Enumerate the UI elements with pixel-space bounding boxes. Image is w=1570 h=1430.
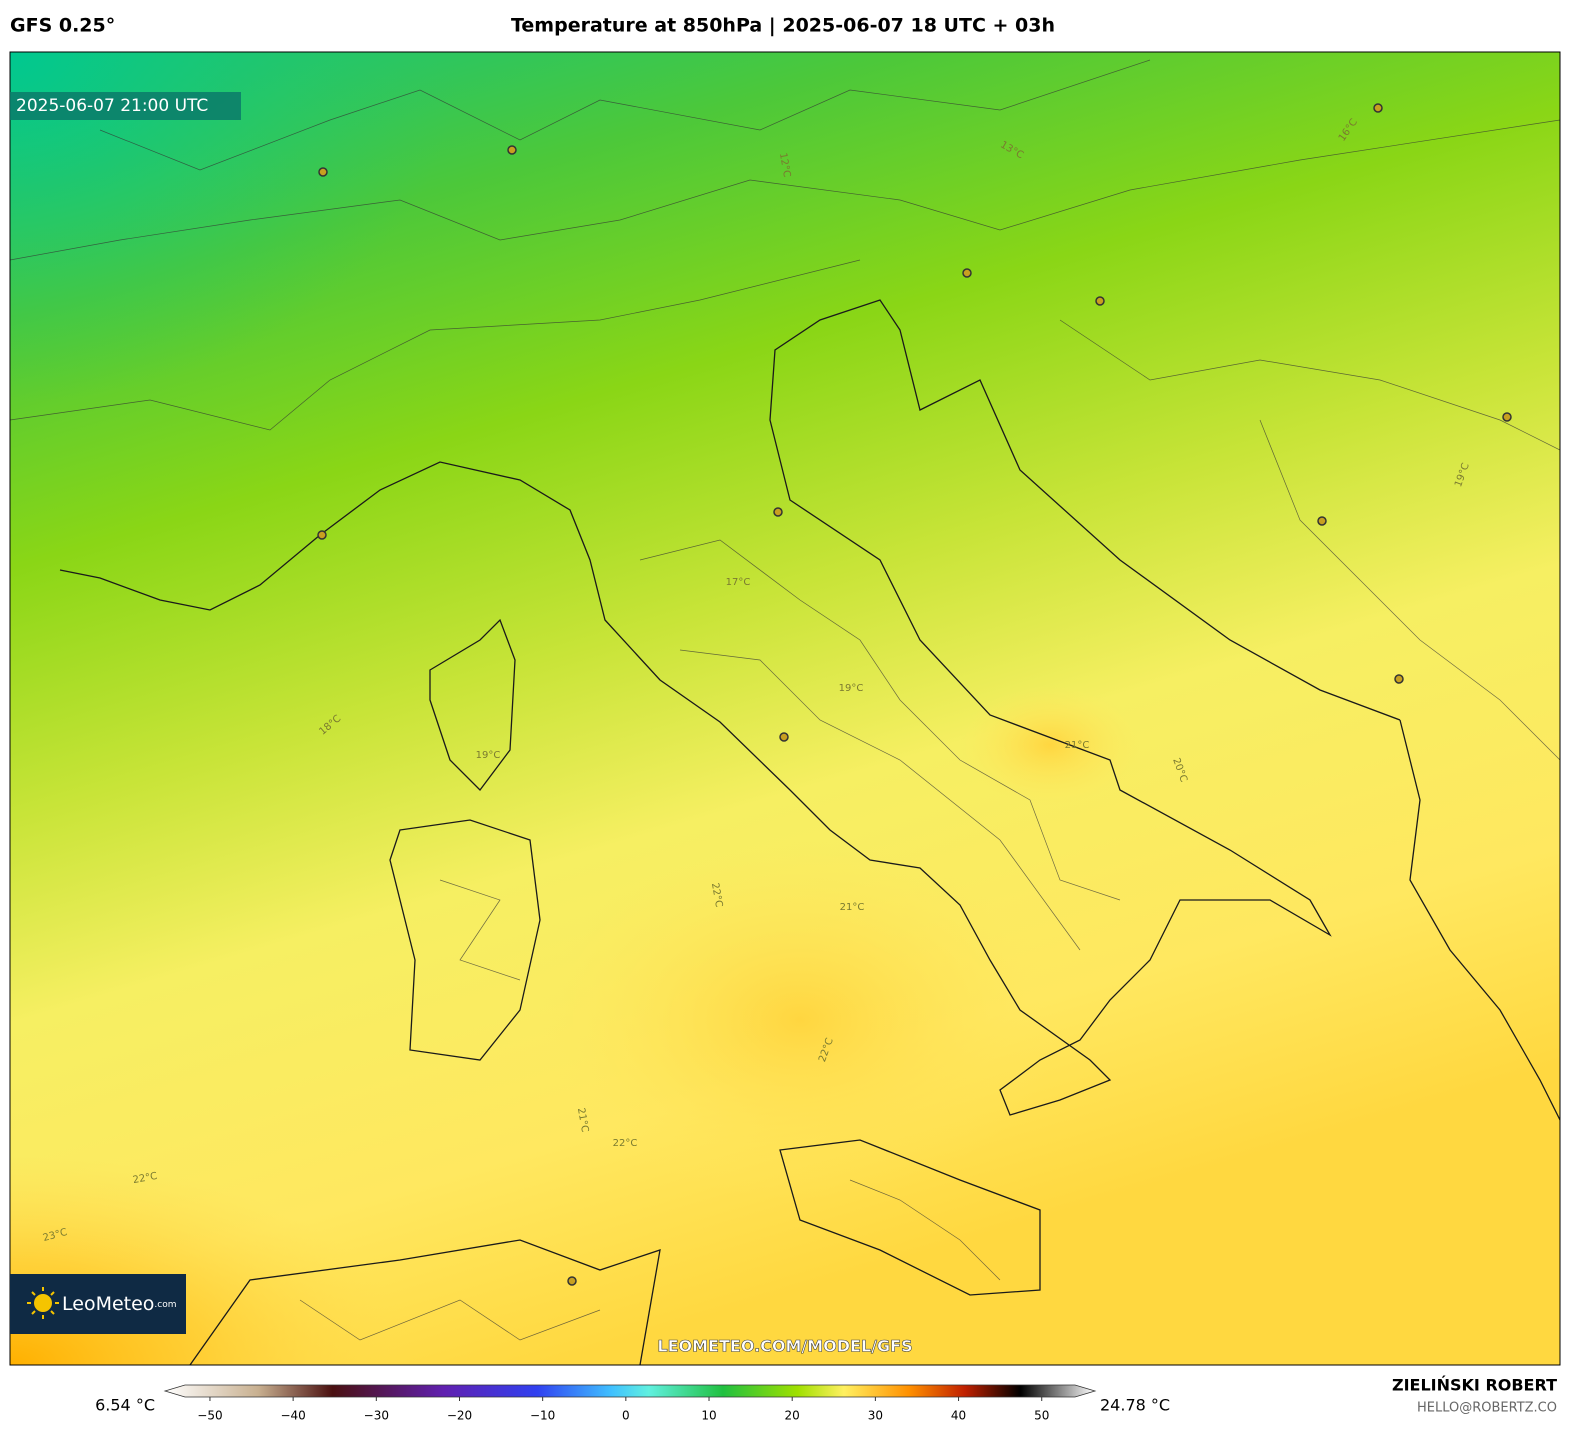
map-title: Temperature at 850hPa | 2025-06-07 18 UT… (511, 15, 1055, 37)
logo-text: LeoMeteo.com (62, 1293, 177, 1315)
colorbar-tick-label: −20 (447, 1409, 472, 1423)
colorbar-tick-label: −30 (364, 1409, 389, 1423)
colorbar-tick-label: 30 (868, 1409, 883, 1423)
logo-sun (27, 1287, 59, 1319)
contour-label: 21°C (575, 1107, 590, 1133)
warm-area (540, 840, 1060, 1200)
colorbar-tick-label: −40 (280, 1409, 305, 1423)
contour-label: 12°C (777, 152, 792, 178)
colorbar-tick-label: 10 (701, 1409, 716, 1423)
contour-label: 22°C (613, 1138, 638, 1149)
colorbar-tick-label: −10 (530, 1409, 555, 1423)
timestamp: 2025-06-07 21:00 UTC (16, 96, 208, 116)
colorbar-ticks: −50 −40 −30 −20 −10 0 10 20 30 40 50 (197, 1397, 1049, 1423)
map-frame (9, 51, 1561, 1366)
contour-label: 22°C (132, 1171, 158, 1186)
contour-label: 19°C (839, 683, 864, 694)
region-borders (10, 59, 1560, 1341)
colorbar-tick-label: 50 (1034, 1409, 1049, 1423)
colorbar-min: 6.54 °C (95, 1396, 155, 1415)
colorbar (163, 1384, 1097, 1398)
colorbar-tick-label: −50 (197, 1409, 222, 1423)
contour-label: 17°C (726, 577, 751, 588)
author: ZIELIŃSKI ROBERT (1392, 1376, 1557, 1395)
coastlines (59, 299, 1560, 1365)
contour-label: 19°C (476, 750, 501, 761)
timestamp-box (10, 92, 241, 120)
contour-label: 21°C (1065, 740, 1090, 751)
cool-area (10, 52, 910, 752)
cities (317, 103, 1512, 1286)
colorbar-max: 24.78 °C (1100, 1396, 1170, 1415)
contour-label: 22°C (709, 882, 724, 908)
colorbar-tick-label: 40 (951, 1409, 966, 1423)
map: 13°C16°C12°C17°C19°C18°C19°C21°C20°C22°C… (10, 52, 1560, 1365)
colorbar-tick-label: 0 (622, 1409, 630, 1423)
warm-area (960, 685, 1140, 805)
email: HELLO@ROBERTZ.CO (1417, 1401, 1557, 1416)
model-name: GFS 0.25° (10, 15, 115, 37)
watermark: LEOMETEO.COM/MODEL/GFS (657, 1337, 912, 1356)
colorbar-tick-label: 20 (785, 1409, 800, 1423)
contour-label: 21°C (840, 902, 865, 913)
